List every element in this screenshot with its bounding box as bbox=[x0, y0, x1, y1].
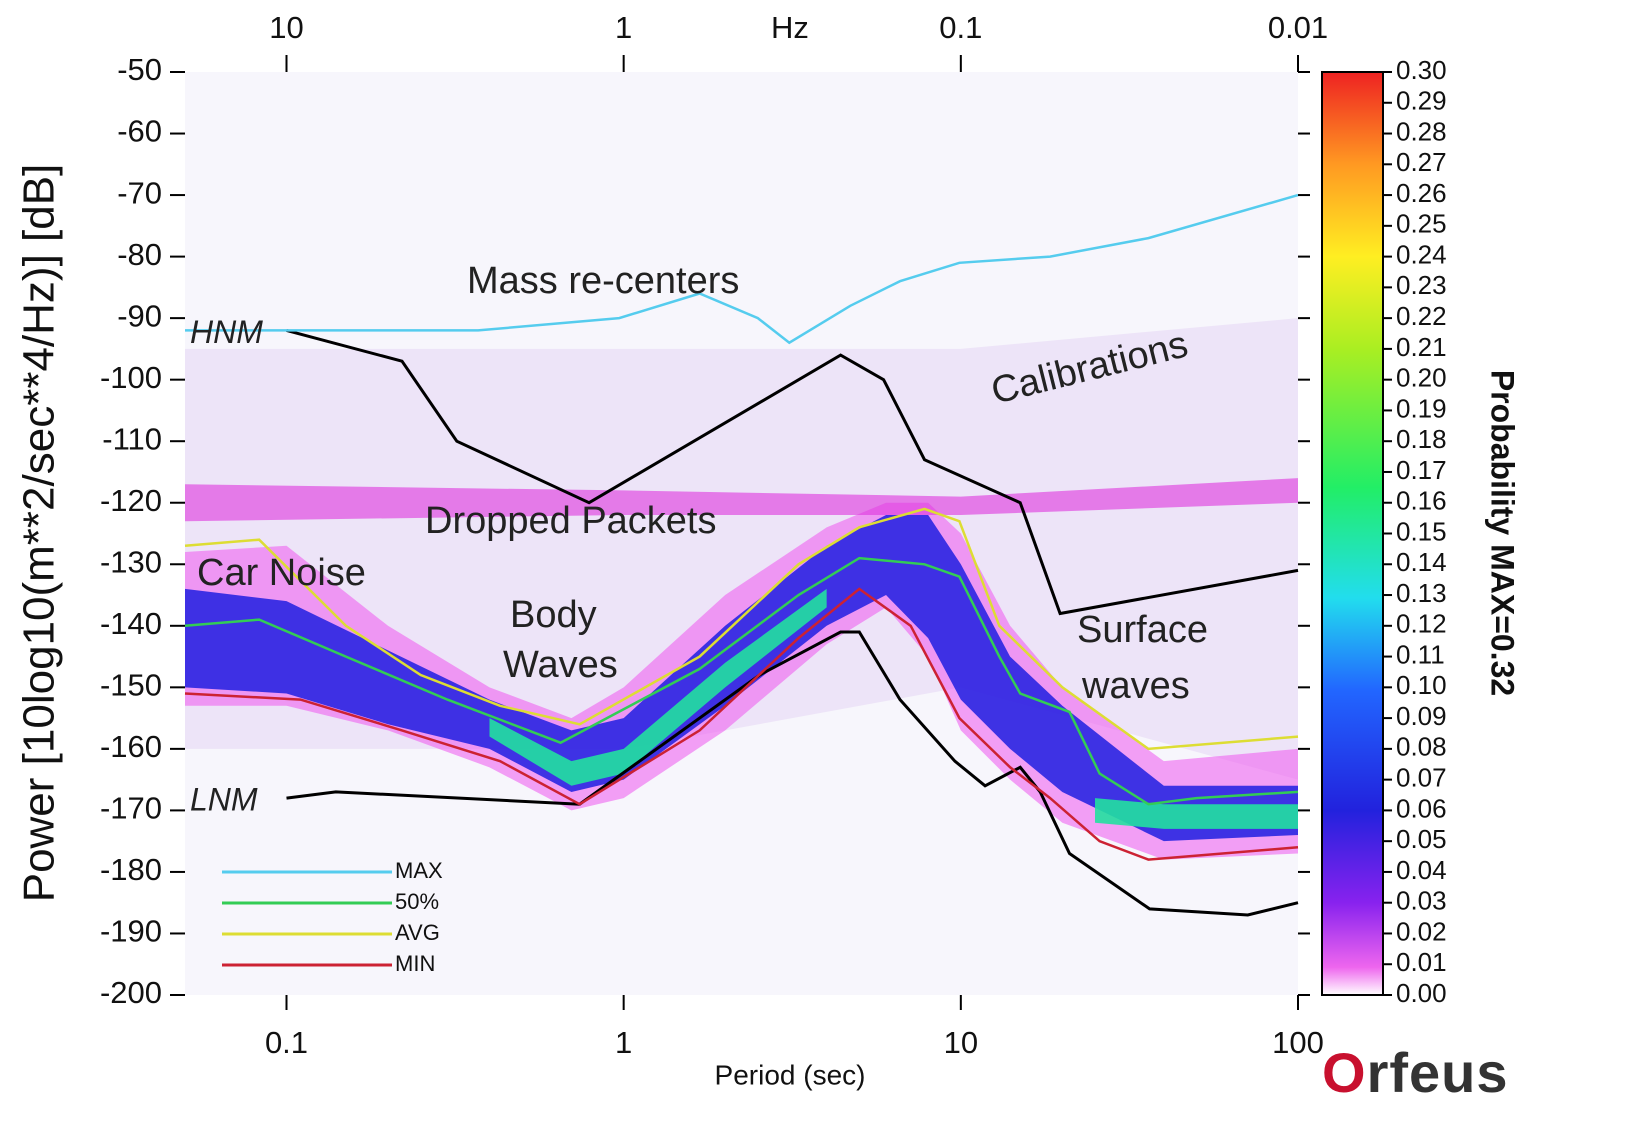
noise-model-label: HNM bbox=[190, 314, 263, 350]
annotation: Waves bbox=[503, 644, 618, 686]
y-axis-label: Power [10log10(m**2/sec**4/Hz)] [dB] bbox=[15, 164, 64, 903]
colorbar-tick-label: 0.05 bbox=[1396, 824, 1447, 854]
x-tick-label: 10 bbox=[944, 1025, 978, 1060]
y-tick-label: -170 bbox=[100, 791, 162, 826]
annotation: Mass re-centers bbox=[467, 260, 739, 302]
x2-tick-label: 10 bbox=[269, 10, 303, 45]
colorbar-tick-label: 0.04 bbox=[1396, 855, 1447, 885]
series-line bbox=[184, 587, 1299, 861]
colorbar-tick-label: 0.24 bbox=[1396, 239, 1447, 269]
y-tick-label: -130 bbox=[100, 544, 162, 579]
colorbar-tick-label: 0.30 bbox=[1396, 55, 1447, 85]
colorbar-tick-label: 0.25 bbox=[1396, 209, 1447, 239]
y-tick-label: -80 bbox=[117, 237, 162, 272]
colorbar-tick-label: 0.27 bbox=[1396, 147, 1447, 177]
colorbar-tick-label: 0.08 bbox=[1396, 732, 1447, 762]
colorbar-tick-label: 0.10 bbox=[1396, 670, 1447, 700]
y-tick-label: -90 bbox=[117, 298, 162, 333]
noise-model-line bbox=[286, 328, 1299, 616]
colorbar-tick-label: 0.15 bbox=[1396, 516, 1447, 546]
y-tick-label: -110 bbox=[102, 421, 162, 456]
legend-label: 50% bbox=[395, 889, 439, 914]
density-band bbox=[185, 478, 1298, 522]
colorbar-tick-label: 0.02 bbox=[1396, 916, 1447, 946]
y-tick-label: -140 bbox=[100, 606, 162, 641]
colorbar-tick-label: 0.12 bbox=[1396, 609, 1447, 639]
x-tick-label: 1 bbox=[615, 1025, 632, 1060]
colorbar-tick-label: 0.23 bbox=[1396, 270, 1447, 300]
x2-tick-label: 0.01 bbox=[1268, 10, 1328, 45]
noise-model-label: LNM bbox=[190, 782, 258, 818]
noise-model-line bbox=[286, 630, 1299, 917]
annotation: Surface bbox=[1077, 609, 1208, 651]
y-tick-label: -200 bbox=[100, 975, 162, 1010]
legend-label: MIN bbox=[395, 951, 435, 976]
y-tick-label: -100 bbox=[100, 360, 162, 395]
x-tick-label: 100 bbox=[1272, 1025, 1324, 1060]
legend-label: MAX bbox=[395, 858, 443, 883]
x2-axis-label: Hz bbox=[771, 10, 809, 45]
y-tick-label: -160 bbox=[100, 729, 162, 764]
x-axis-label: Period (sec) bbox=[715, 1059, 866, 1090]
y-tick-label: -60 bbox=[117, 114, 162, 149]
x-tick-label: 0.1 bbox=[265, 1025, 308, 1060]
x2-tick-label: 1 bbox=[615, 10, 632, 45]
x2-tick-label: 0.1 bbox=[939, 10, 982, 45]
density-band bbox=[1095, 798, 1298, 829]
y-tick-label: -180 bbox=[100, 852, 162, 887]
annotation: waves bbox=[1081, 665, 1190, 707]
colorbar-tick-label: 0.17 bbox=[1396, 455, 1447, 485]
y-tick-label: -120 bbox=[100, 483, 162, 518]
annotation: Dropped Packets bbox=[425, 500, 717, 542]
y-tick-label: -70 bbox=[117, 175, 162, 210]
colorbar-tick-label: 0.21 bbox=[1396, 332, 1447, 362]
colorbar-tick-label: 0.22 bbox=[1396, 301, 1447, 331]
colorbar-tick-label: 0.03 bbox=[1396, 886, 1447, 916]
colorbar-tick-label: 0.07 bbox=[1396, 763, 1447, 793]
series-line bbox=[184, 556, 1299, 806]
colorbar-tick-label: 0.16 bbox=[1396, 486, 1447, 516]
colorbar-label: Probability MAX=0.32 bbox=[1485, 370, 1521, 696]
colorbar-tick-label: 0.20 bbox=[1396, 363, 1447, 393]
y-tick-label: -50 bbox=[117, 52, 162, 87]
y-tick-label: -150 bbox=[100, 668, 162, 703]
series-line bbox=[185, 193, 1299, 345]
colorbar-tick-label: 0.13 bbox=[1396, 578, 1447, 608]
colorbar-tick-label: 0.26 bbox=[1396, 178, 1447, 208]
legend-label: AVG bbox=[395, 920, 440, 945]
logo: Orfeus bbox=[1322, 1041, 1509, 1104]
colorbar-tick-label: 0.18 bbox=[1396, 424, 1447, 454]
colorbar bbox=[1321, 71, 1384, 996]
colorbar-tick-label: 0.00 bbox=[1396, 978, 1447, 1008]
plot bbox=[184, 193, 1299, 917]
colorbar-tick-label: 0.19 bbox=[1396, 393, 1447, 423]
colorbar-tick-label: 0.14 bbox=[1396, 547, 1447, 577]
colorbar-tick-label: 0.28 bbox=[1396, 116, 1447, 146]
series-line bbox=[184, 507, 1299, 751]
colorbar-tick-label: 0.09 bbox=[1396, 701, 1447, 731]
colorbar-tick-label: 0.29 bbox=[1396, 86, 1447, 116]
density-band bbox=[185, 515, 1298, 842]
annotation: Body bbox=[510, 594, 597, 636]
colorbar-tick-label: 0.11 bbox=[1396, 639, 1445, 669]
annotation: Car Noise bbox=[197, 552, 366, 594]
colorbar-tick-label: 0.06 bbox=[1396, 793, 1447, 823]
colorbar-tick-label: 0.01 bbox=[1396, 947, 1447, 977]
y-tick-label: -190 bbox=[100, 914, 162, 949]
